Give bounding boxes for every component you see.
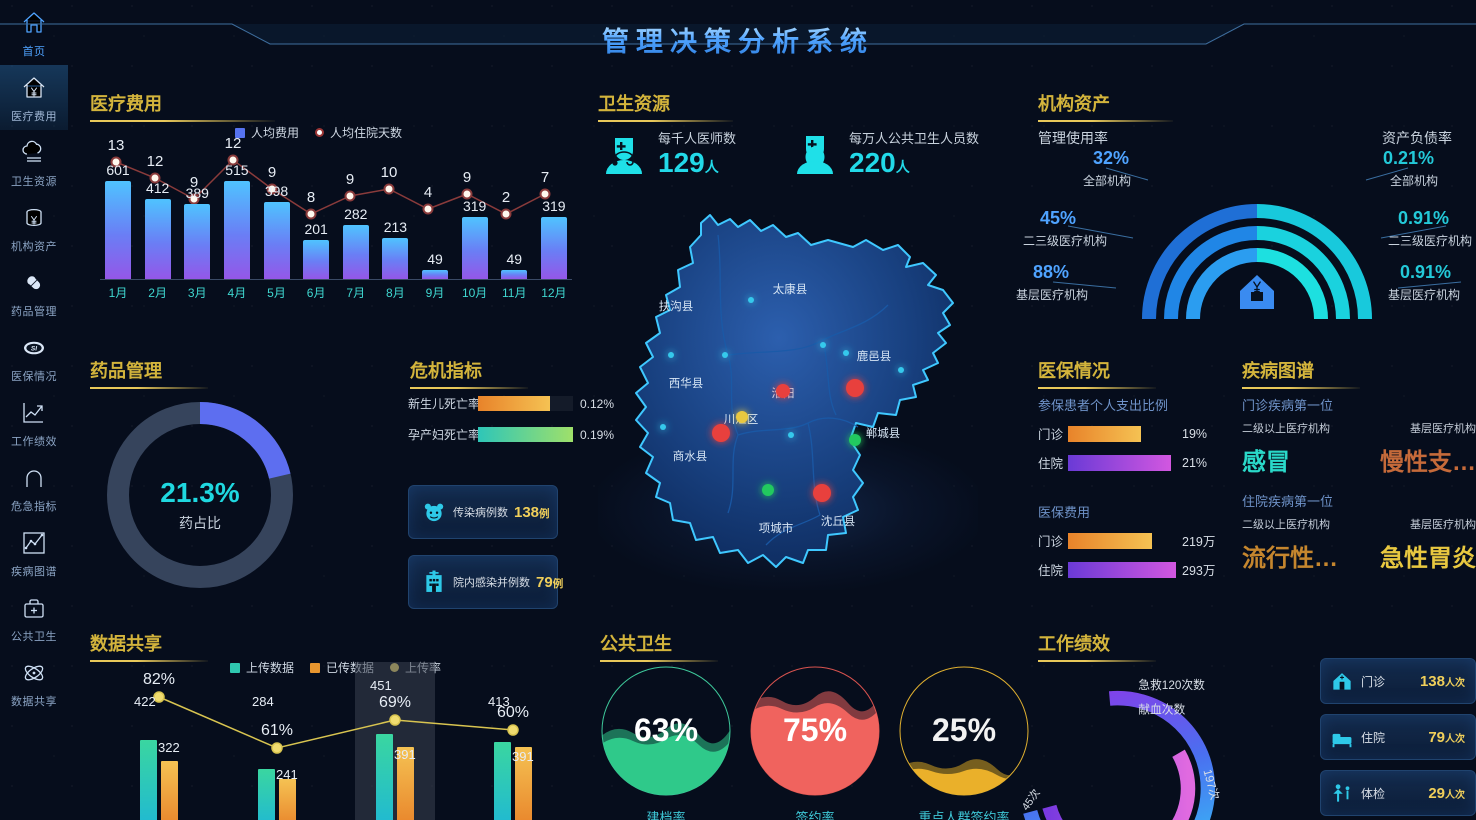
svg-text:扶沟县: 扶沟县 xyxy=(659,299,694,313)
svg-text:75%: 75% xyxy=(783,712,847,748)
svg-text:82%: 82% xyxy=(143,671,175,688)
svg-text:13: 13 xyxy=(108,137,125,154)
svg-text:商水县: 商水县 xyxy=(673,449,708,463)
svg-text:12: 12 xyxy=(225,135,242,152)
svg-text:25%: 25% xyxy=(932,712,996,748)
svg-text:献血次数: 献血次数 xyxy=(1138,703,1185,717)
svg-text:项城市: 项城市 xyxy=(759,521,794,535)
svg-text:45次: 45次 xyxy=(1018,786,1043,813)
svg-text:鹿邑县: 鹿邑县 xyxy=(857,349,892,363)
svg-text:63%: 63% xyxy=(634,712,698,748)
svg-text:SI: SI xyxy=(31,346,37,353)
svg-text:沈丘县: 沈丘县 xyxy=(821,514,856,528)
svg-text:郸城县: 郸城县 xyxy=(866,426,901,440)
svg-text:急救120次数: 急救120次数 xyxy=(1138,678,1205,692)
svg-text:西华县: 西华县 xyxy=(669,376,704,390)
svg-text:太康县: 太康县 xyxy=(773,282,808,296)
svg-text:69%: 69% xyxy=(379,694,411,711)
